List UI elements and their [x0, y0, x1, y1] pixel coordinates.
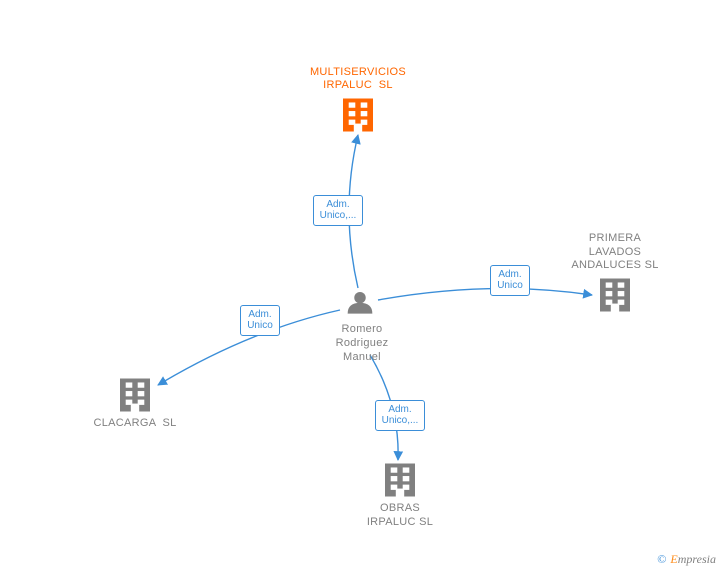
- watermark-first-letter: E: [670, 552, 677, 566]
- building-icon: [600, 279, 630, 312]
- building-icon: [343, 99, 373, 132]
- watermark: © Empresia: [657, 552, 716, 567]
- copyright-symbol: ©: [657, 552, 666, 566]
- edge: [158, 310, 340, 385]
- edge: [349, 135, 358, 288]
- building-icon: [120, 379, 150, 412]
- watermark-rest: mpresia: [678, 552, 716, 566]
- edge: [378, 289, 592, 300]
- building-icon: [385, 464, 415, 497]
- person-icon: [348, 292, 373, 314]
- edge: [370, 355, 398, 460]
